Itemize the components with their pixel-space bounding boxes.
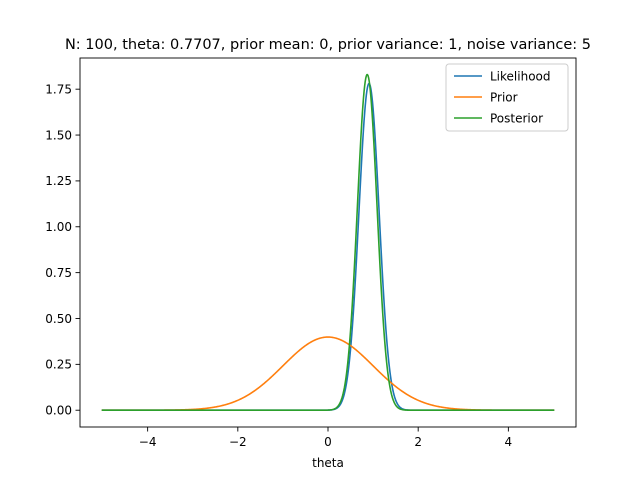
y-tick-label: 1.25 — [45, 174, 72, 188]
plot-area: −4 −2 0 2 4 0.00 0.25 0.50 0.75 1.00 1.25 1.50 1.75 — [45, 57, 577, 449]
y-tick-label: 0.00 — [45, 404, 72, 418]
chart-title: N: 100, theta: 0.7707, prior mean: 0, pr… — [65, 37, 591, 53]
legend-box — [445, 63, 569, 132]
y-tick-label: 0.50 — [45, 312, 72, 326]
x-tick-label: 2 — [414, 435, 422, 449]
legend: Likelihood Prior Posterior — [445, 63, 569, 132]
series-lines — [101, 73, 555, 412]
x-tick-label: 4 — [505, 435, 513, 449]
legend-label-prior: Prior — [490, 90, 518, 104]
x-axis-label: theta — [312, 456, 344, 470]
legend-label-likelihood: Likelihood — [490, 69, 551, 83]
y-tick-label: 0.75 — [45, 266, 72, 280]
legend-label-posterior: Posterior — [490, 111, 543, 125]
x-tick-label: 0 — [324, 435, 332, 449]
series-line-posterior — [101, 73, 555, 412]
y-tick-label: 1.00 — [45, 220, 72, 234]
x-tick-label: −2 — [229, 435, 247, 449]
y-tick-label: 0.25 — [45, 358, 72, 372]
x-tick-label: −4 — [139, 435, 157, 449]
y-tick-label: 1.75 — [45, 82, 72, 96]
y-tick-label: 1.50 — [45, 128, 72, 142]
